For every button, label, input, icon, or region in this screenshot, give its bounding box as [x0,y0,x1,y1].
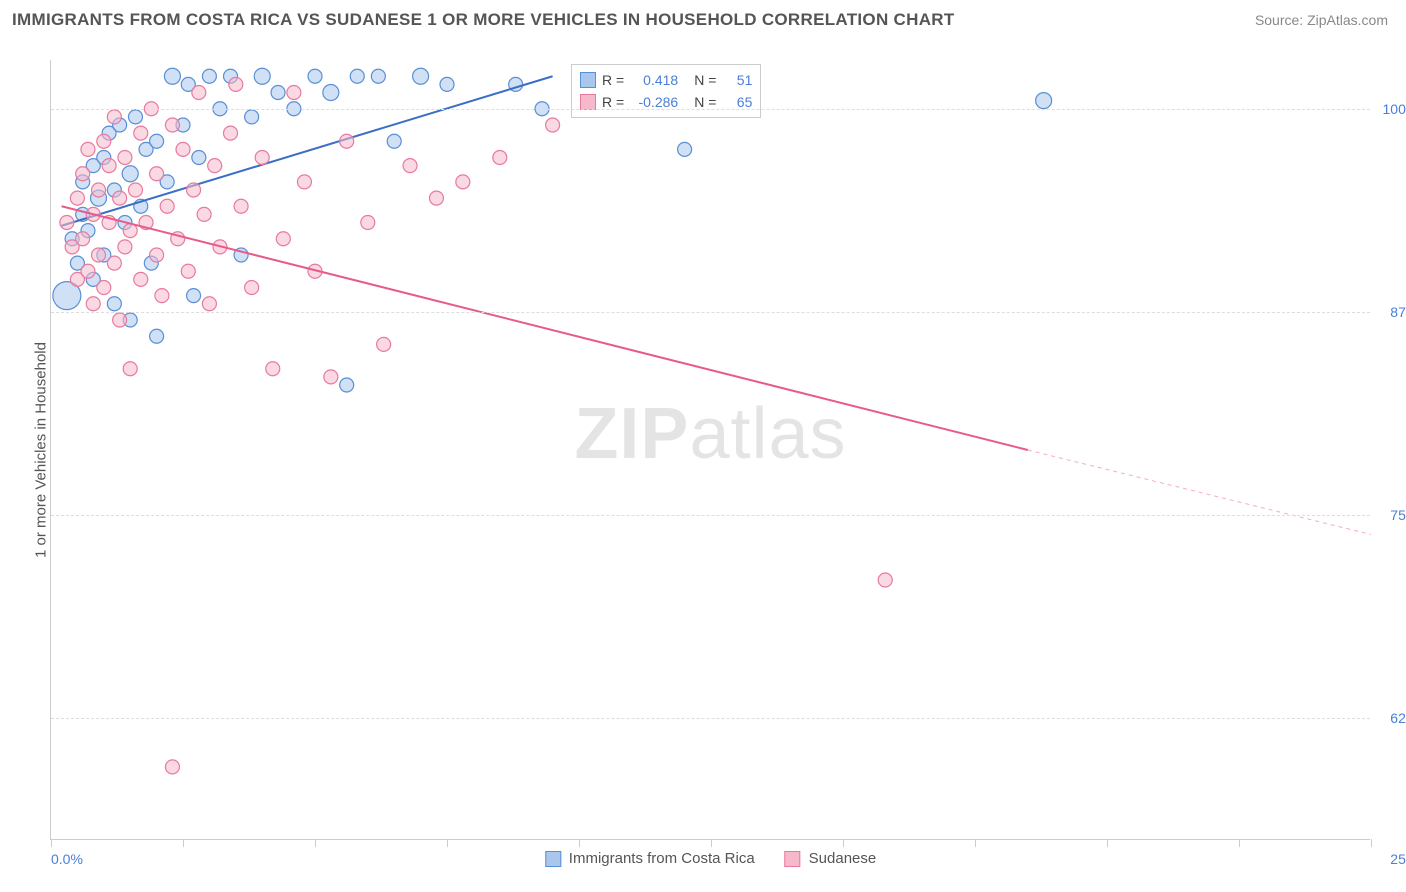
plot-area: 1 or more Vehicles in Household ZIPatlas… [50,60,1370,840]
chart-title: IMMIGRANTS FROM COSTA RICA VS SUDANESE 1… [12,10,955,30]
legend-n-label: N = [694,94,716,110]
gridline [51,109,1370,110]
legend-r-value: 0.418 [630,72,678,88]
gridline [51,515,1370,516]
x-tick-label: 0.0% [51,851,83,867]
x-tick [183,839,184,847]
x-tick [843,839,844,847]
gridline [51,312,1370,313]
chart-container: IMMIGRANTS FROM COSTA RICA VS SUDANESE 1… [0,0,1406,892]
legend-label: Immigrants from Costa Rica [569,850,755,867]
source-label: Source: ZipAtlas.com [1255,12,1388,28]
legend-swatch [580,72,596,88]
legend-label: Sudanese [809,850,877,867]
legend-swatch [580,94,596,110]
legend-n-value: 65 [722,94,752,110]
y-tick-label: 100.0% [1375,101,1406,117]
legend-item: Immigrants from Costa Rica [545,850,755,867]
y-tick-label: 75.0% [1375,507,1406,523]
legend-n-value: 51 [722,72,752,88]
legend-swatch [545,851,561,867]
x-tick [579,839,580,847]
x-tick [1239,839,1240,847]
correlation-legend: R = 0.418 N = 51 R = -0.286 N = 65 [571,64,761,118]
x-tick [1107,839,1108,847]
gridline [51,718,1370,719]
x-tick [975,839,976,847]
x-tick [51,839,52,847]
plot-svg [51,60,1370,839]
y-tick-label: 62.5% [1375,710,1406,726]
legend-item: Sudanese [785,850,877,867]
x-tick [1371,839,1372,847]
x-tick [447,839,448,847]
legend-n-label: N = [694,72,716,88]
legend-swatch [785,851,801,867]
legend-row: R = 0.418 N = 51 [580,69,752,91]
x-tick [315,839,316,847]
legend-r-label: R = [602,72,624,88]
y-axis-label: 1 or more Vehicles in Household [33,342,50,558]
y-tick-label: 87.5% [1375,304,1406,320]
x-tick [711,839,712,847]
x-tick-label: 25.0% [1390,851,1406,867]
legend-r-label: R = [602,94,624,110]
legend-r-value: -0.286 [630,94,678,110]
bottom-legend: Immigrants from Costa Rica Sudanese [545,850,876,867]
